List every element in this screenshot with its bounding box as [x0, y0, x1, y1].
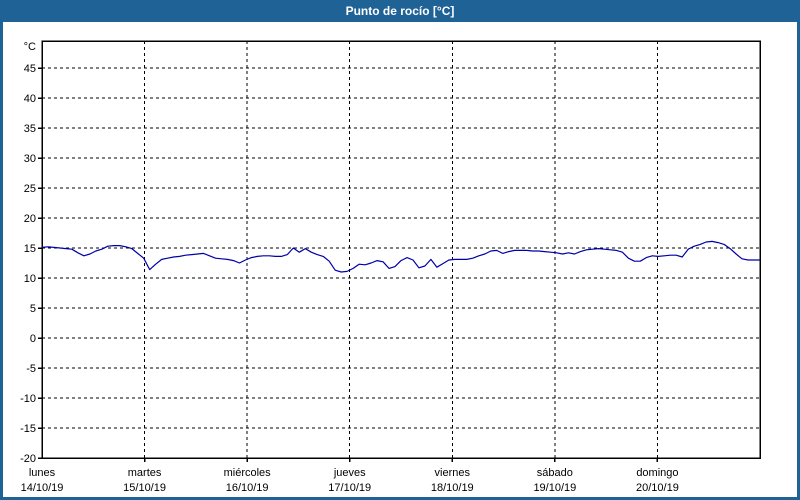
- y-tick-label: 25: [24, 183, 36, 195]
- y-tick-label: -10: [20, 393, 36, 405]
- day-date-label: 20/10/19: [636, 482, 679, 494]
- day-date-label: 15/10/19: [123, 482, 166, 494]
- day-name-label: lunes: [29, 467, 56, 479]
- chart-title-bar: Punto de rocío [°C]: [0, 0, 800, 22]
- day-name-label: jueves: [333, 467, 366, 479]
- day-date-label: 16/10/19: [226, 482, 269, 494]
- y-tick-label: 10: [24, 273, 36, 285]
- y-tick-label: -5: [26, 363, 36, 375]
- y-tick-label: 45: [24, 63, 36, 75]
- y-axis-labels: 45 40 35 30 25 20 15 10 5 0 -5 -10 -15 -20 °C: [20, 41, 36, 465]
- dew-point-chart: 45 40 35 30 25 20 15 10 5 0 -5 -10 -15 -20 °C lunes 14/…: [20, 40, 761, 494]
- y-tick-label: 30: [24, 153, 36, 165]
- day-name-label: miércoles: [224, 467, 272, 479]
- day-date-label: 18/10/19: [431, 482, 474, 494]
- axes: [38, 40, 761, 462]
- y-tick-label: -20: [20, 453, 36, 465]
- day-name-label: sábado: [537, 467, 573, 479]
- y-tick-label: 0: [30, 333, 36, 345]
- day-date-label: 14/10/19: [21, 482, 64, 494]
- day-name-label: domingo: [636, 467, 678, 479]
- y-tick-label: 20: [24, 213, 36, 225]
- y-tick-label: -15: [20, 423, 36, 435]
- day-date-label: 19/10/19: [533, 482, 576, 494]
- x-axis-labels: lunes 14/10/19 martes 15/10/19 miércoles 16/1…: [21, 467, 679, 494]
- day-name-label: martes: [128, 467, 162, 479]
- y-tick-label: 40: [24, 93, 36, 105]
- y-axis-unit-label: °C: [24, 41, 36, 53]
- series-line: [41, 240, 760, 273]
- plot-border: [41, 40, 761, 459]
- y-tick-label: 15: [24, 243, 36, 255]
- day-name-label: viernes: [435, 467, 471, 479]
- y-tick-label: 5: [30, 303, 36, 315]
- gridlines: [42, 41, 760, 458]
- dew-point-series: [41, 240, 760, 273]
- day-date-label: 17/10/19: [328, 482, 371, 494]
- y-tick-label: 35: [24, 123, 36, 135]
